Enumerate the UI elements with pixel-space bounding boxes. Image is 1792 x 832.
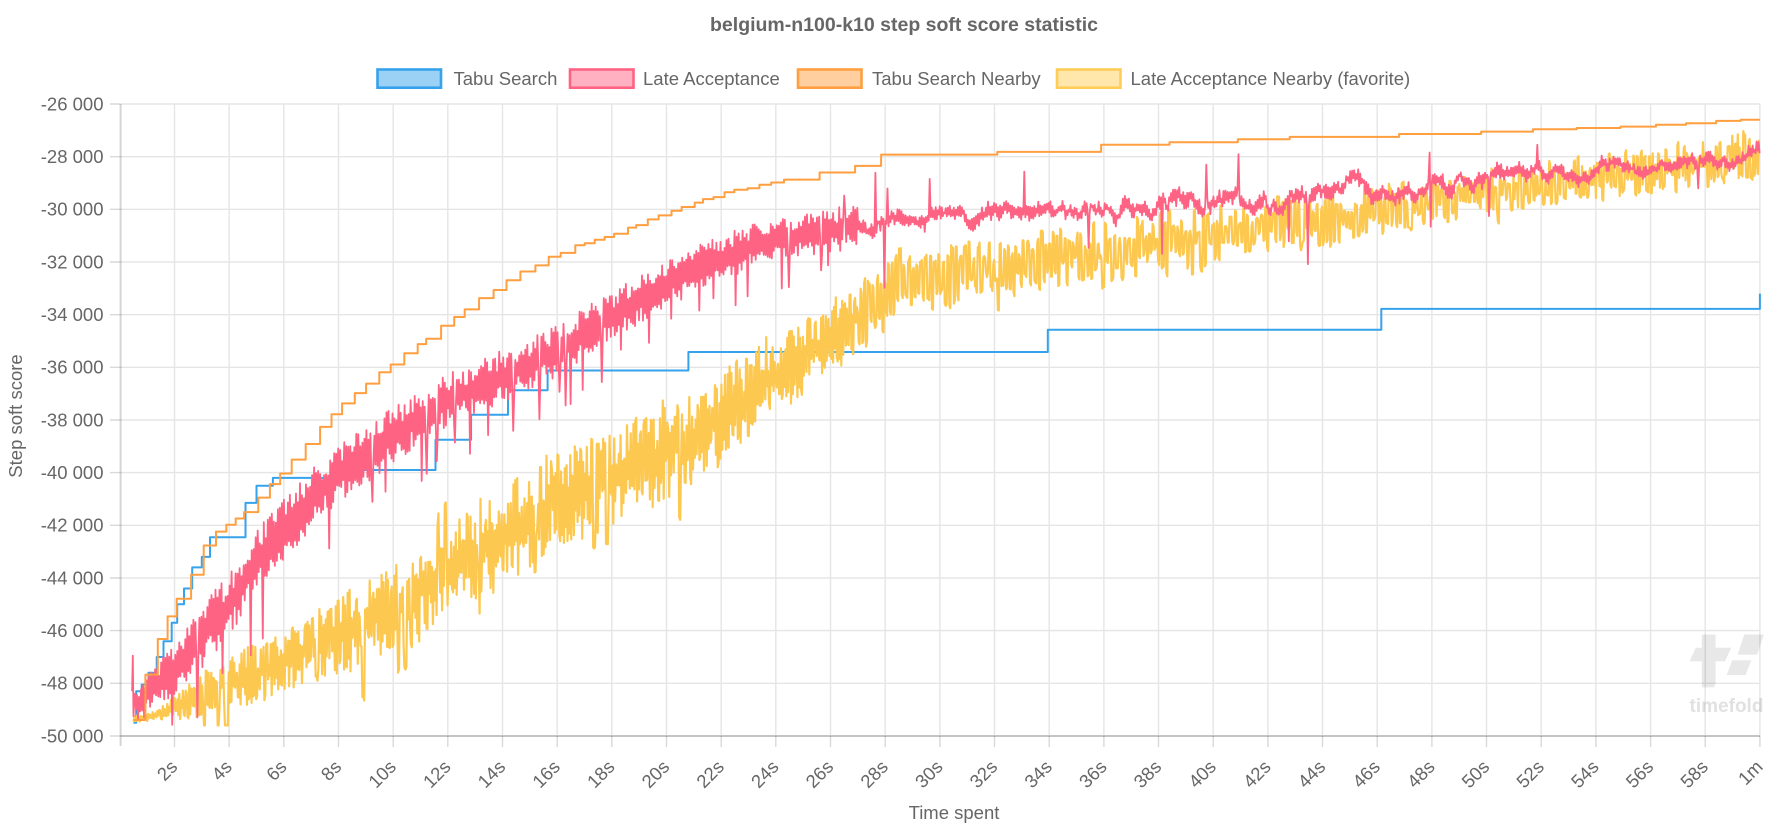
svg-text:40s: 40s [1184, 756, 1220, 792]
svg-text:-32 000: -32 000 [41, 251, 104, 272]
svg-text:16s: 16s [528, 756, 564, 792]
svg-text:56s: 56s [1621, 756, 1657, 792]
svg-text:22s: 22s [692, 756, 728, 792]
svg-text:14s: 14s [473, 756, 509, 792]
svg-text:18s: 18s [583, 756, 619, 792]
svg-text:20s: 20s [637, 756, 673, 792]
svg-text:-28 000: -28 000 [41, 146, 104, 167]
svg-text:-34 000: -34 000 [41, 304, 104, 325]
svg-text:32s: 32s [965, 756, 1001, 792]
svg-text:1m: 1m [1734, 756, 1767, 789]
svg-text:48s: 48s [1403, 756, 1439, 792]
svg-text:44s: 44s [1293, 756, 1329, 792]
svg-text:-48 000: -48 000 [41, 673, 104, 694]
svg-text:Tabu Search Nearby: Tabu Search Nearby [872, 68, 1041, 89]
svg-text:-46 000: -46 000 [41, 620, 104, 641]
svg-text:42s: 42s [1239, 756, 1275, 792]
svg-text:34s: 34s [1020, 756, 1056, 792]
svg-text:26s: 26s [801, 756, 837, 792]
svg-text:30s: 30s [911, 756, 947, 792]
svg-text:8s: 8s [317, 756, 346, 785]
svg-text:12s: 12s [419, 756, 455, 792]
svg-text:timefold: timefold [1690, 696, 1764, 717]
svg-text:50s: 50s [1457, 756, 1493, 792]
svg-text:-26 000: -26 000 [41, 93, 104, 114]
svg-text:10s: 10s [364, 756, 400, 792]
svg-text:Late Acceptance Nearby (favori: Late Acceptance Nearby (favorite) [1131, 68, 1411, 89]
svg-text:-36 000: -36 000 [41, 357, 104, 378]
svg-text:52s: 52s [1512, 756, 1548, 792]
svg-text:58s: 58s [1676, 756, 1712, 792]
svg-text:belgium-n100-k10 step soft sco: belgium-n100-k10 step soft score statist… [710, 14, 1098, 36]
svg-text:24s: 24s [747, 756, 783, 792]
svg-text:38s: 38s [1129, 756, 1165, 792]
svg-text:-40 000: -40 000 [41, 462, 104, 483]
svg-text:28s: 28s [856, 756, 892, 792]
svg-text:-44 000: -44 000 [41, 567, 104, 588]
svg-text:46s: 46s [1348, 756, 1384, 792]
svg-text:Tabu Search: Tabu Search [454, 68, 558, 89]
svg-text:6s: 6s [262, 756, 291, 785]
svg-text:-38 000: -38 000 [41, 409, 104, 430]
svg-text:2s: 2s [153, 756, 182, 785]
svg-text:Late Acceptance: Late Acceptance [643, 68, 780, 89]
svg-text:36s: 36s [1075, 756, 1111, 792]
svg-text:-50 000: -50 000 [41, 725, 104, 746]
svg-text:-42 000: -42 000 [41, 515, 104, 536]
svg-text:4s: 4s [207, 756, 236, 785]
svg-text:Time spent: Time spent [909, 802, 1000, 823]
svg-text:54s: 54s [1567, 756, 1603, 792]
svg-text:Step soft score: Step soft score [5, 354, 26, 477]
svg-text:-30 000: -30 000 [41, 199, 104, 220]
